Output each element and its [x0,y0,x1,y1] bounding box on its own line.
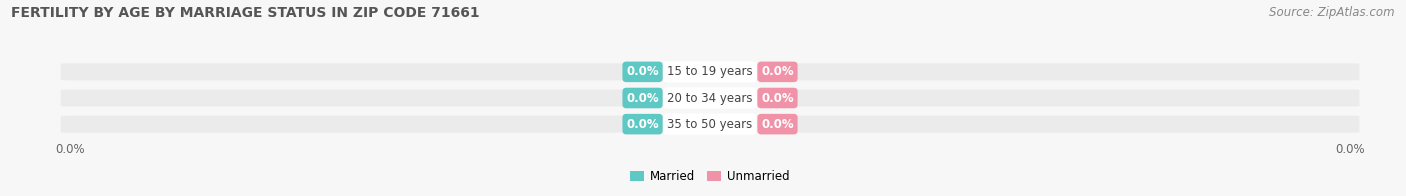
Text: 0.0%: 0.0% [761,65,794,78]
Text: 20 to 34 years: 20 to 34 years [668,92,752,104]
FancyBboxPatch shape [60,116,1360,133]
Text: 0.0%: 0.0% [626,92,659,104]
Text: 0.0%: 0.0% [626,65,659,78]
Text: 0.0%: 0.0% [626,118,659,131]
Text: 15 to 19 years: 15 to 19 years [668,65,752,78]
Text: 0.0%: 0.0% [761,92,794,104]
Text: 35 to 50 years: 35 to 50 years [668,118,752,131]
Legend: Married, Unmarried: Married, Unmarried [626,165,794,188]
FancyBboxPatch shape [60,63,1360,80]
Text: Source: ZipAtlas.com: Source: ZipAtlas.com [1270,6,1395,19]
FancyBboxPatch shape [60,90,1360,106]
Text: FERTILITY BY AGE BY MARRIAGE STATUS IN ZIP CODE 71661: FERTILITY BY AGE BY MARRIAGE STATUS IN Z… [11,6,479,20]
Text: 0.0%: 0.0% [761,118,794,131]
